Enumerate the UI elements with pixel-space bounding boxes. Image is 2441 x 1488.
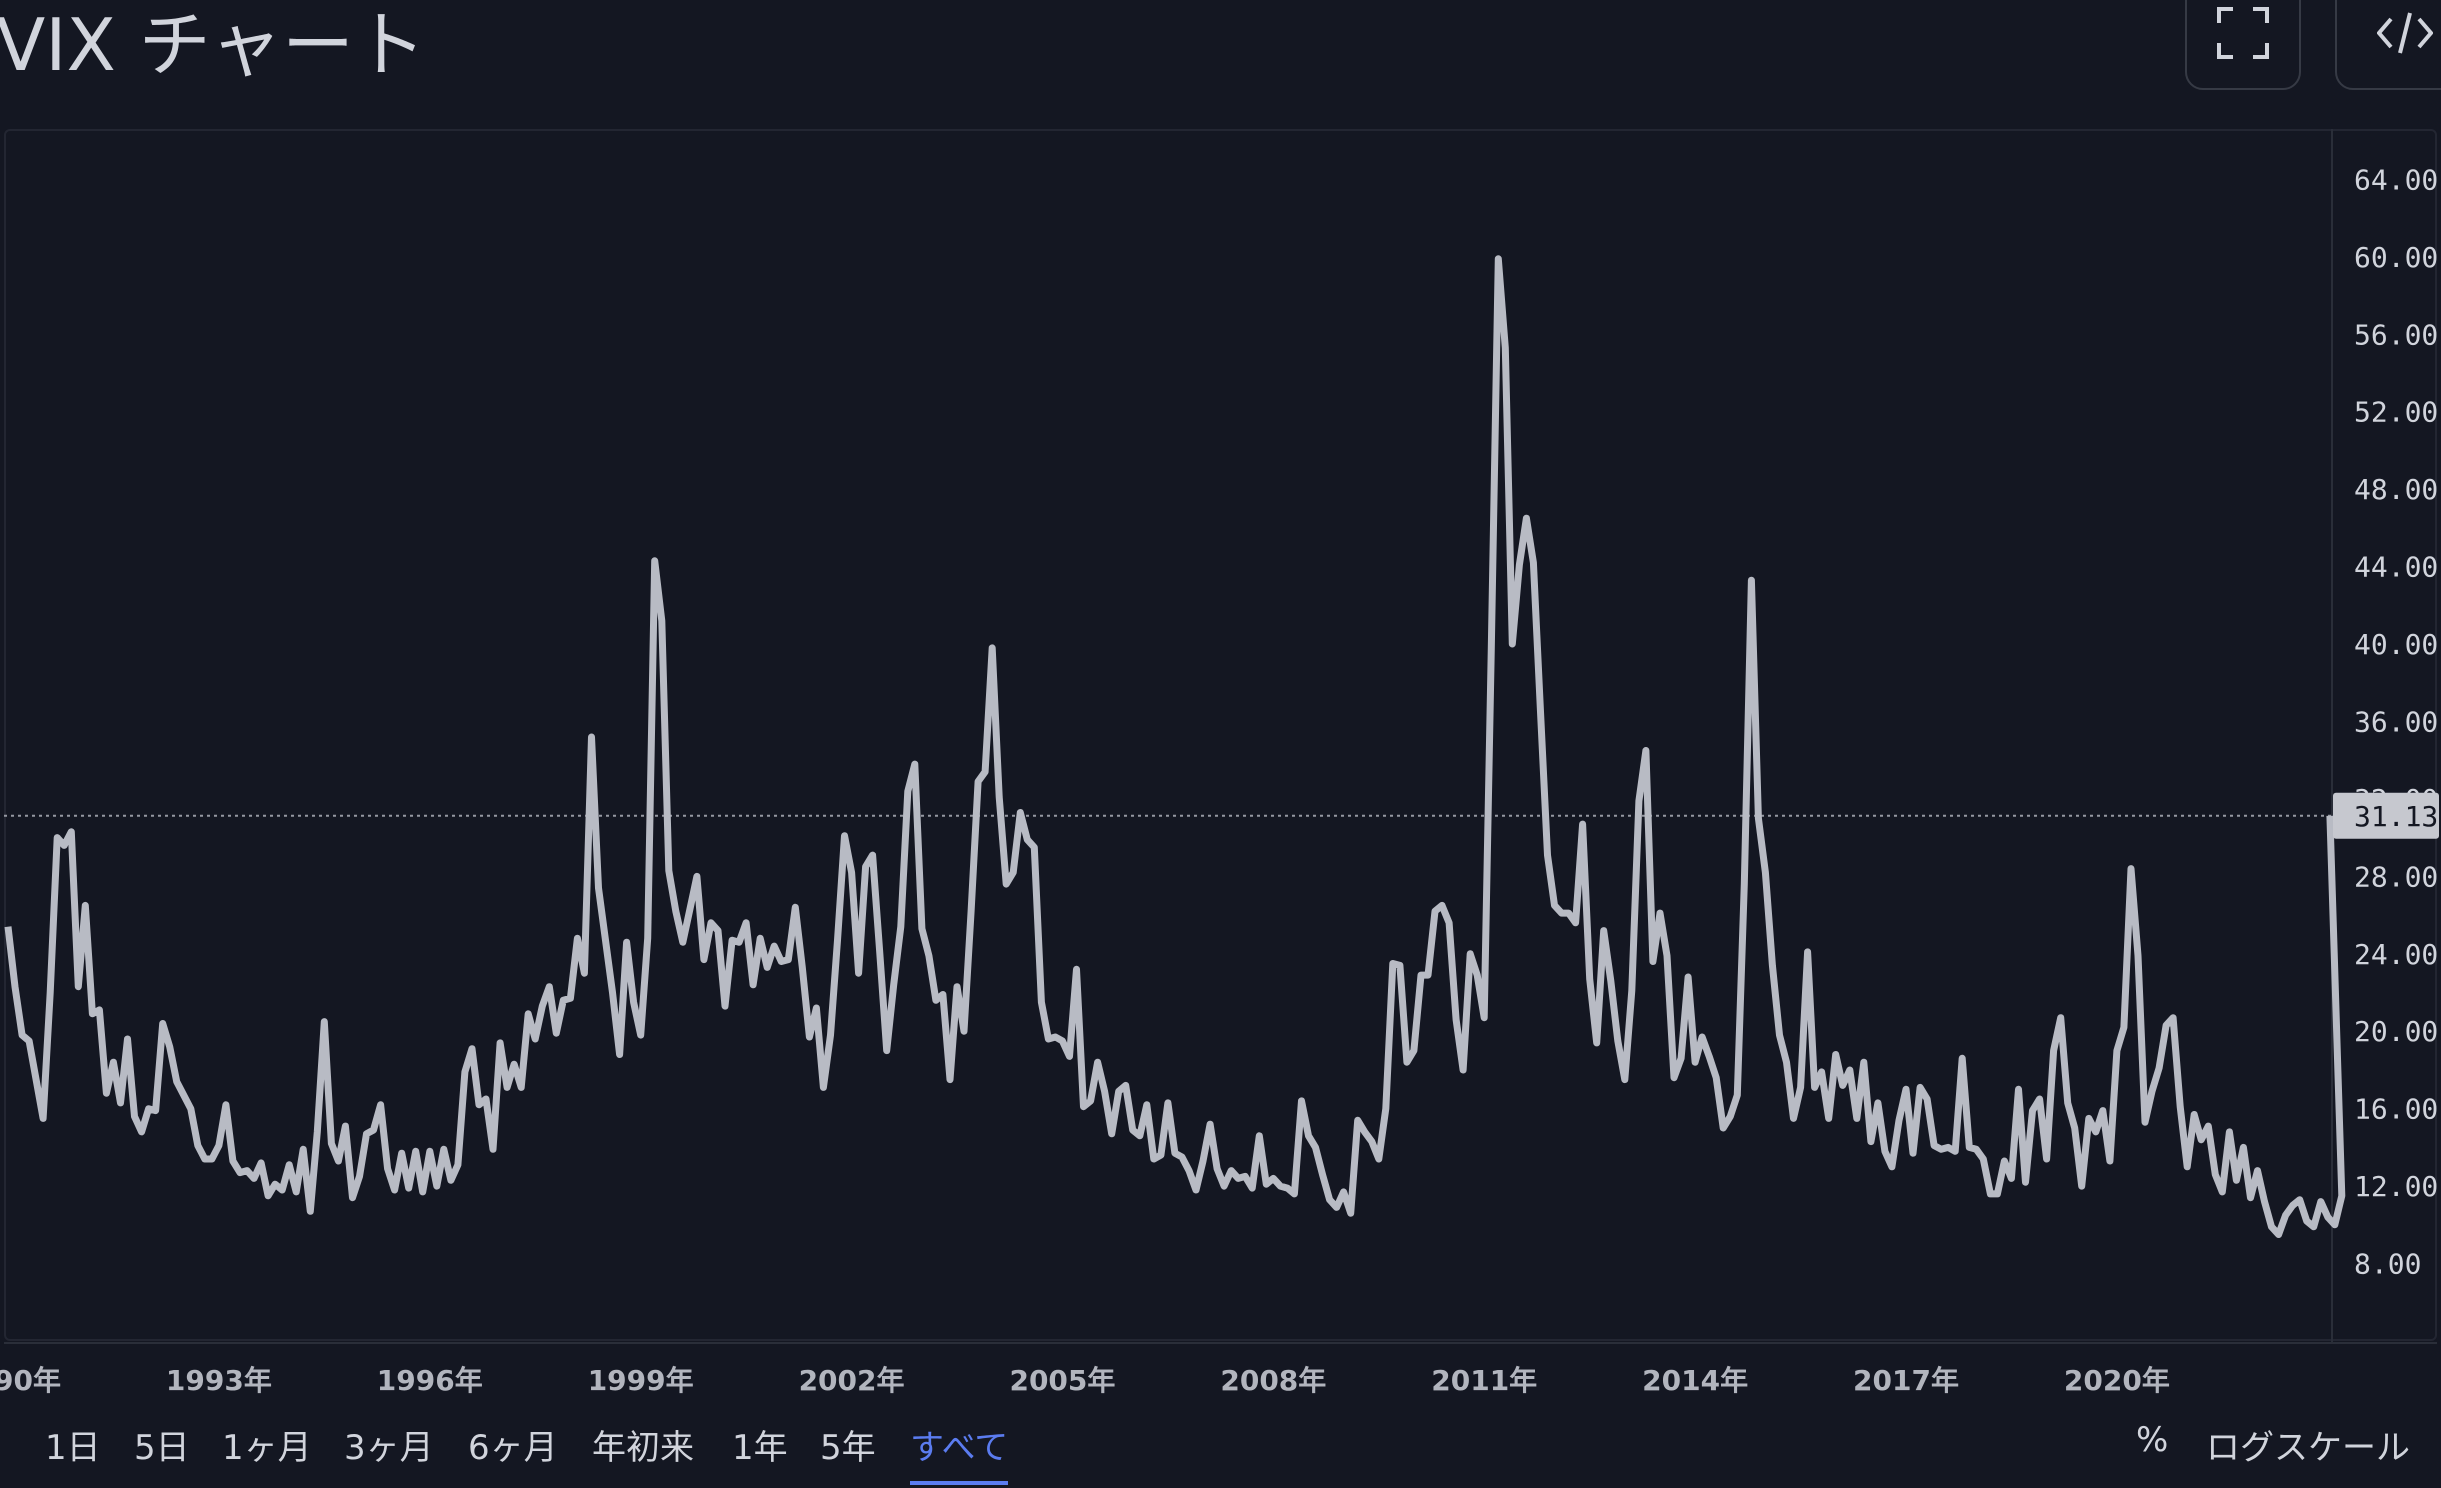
y-tick-label: 64.00 xyxy=(2354,163,2438,196)
last-value-badge xyxy=(2333,792,2439,839)
x-tick-label: 2017年 xyxy=(1853,1364,1959,1397)
range-button[interactable]: 5年 xyxy=(820,1428,876,1468)
y-tick-label: 20.00 xyxy=(2354,1015,2438,1048)
range-button[interactable]: 6ヶ月 xyxy=(468,1428,558,1468)
range-button[interactable]: 1ヶ月 xyxy=(222,1428,312,1468)
y-tick-label: 48.00 xyxy=(2354,473,2438,506)
last-value-label: 31.13 xyxy=(2354,800,2438,833)
range-button[interactable]: 1日 xyxy=(45,1428,101,1468)
x-tick-label: 1990年 xyxy=(0,1364,61,1397)
y-tick-label: 28.00 xyxy=(2354,860,2438,893)
code-embed-icon xyxy=(2377,12,2433,54)
y-tick-label: 52.00 xyxy=(2354,396,2438,429)
x-tick-label: 2011年 xyxy=(1431,1364,1537,1397)
range-button[interactable]: 1年 xyxy=(732,1428,788,1468)
percent-button[interactable]: % xyxy=(2136,1420,2169,1460)
y-tick-label: 56.00 xyxy=(2354,318,2438,351)
range-button[interactable]: 3ヶ月 xyxy=(344,1428,434,1468)
y-tick-label: 44.00 xyxy=(2354,551,2438,584)
y-tick-label: 24.00 xyxy=(2354,938,2438,971)
range-button[interactable]: 5日 xyxy=(134,1428,190,1468)
vix-line-chart[interactable]: 64.00 60.00 56.00 52.00 48.00 44.00 40.00 36.00… xyxy=(0,0,2441,1408)
x-tick-label: 1999年 xyxy=(588,1364,694,1397)
y-tick-label: 36.00 xyxy=(2354,705,2438,738)
fullscreen-button[interactable] xyxy=(2185,0,2301,90)
chart-frame xyxy=(4,129,2437,1341)
x-tick-label: 2014年 xyxy=(1642,1364,1748,1397)
embed-code-button[interactable] xyxy=(2335,0,2441,90)
log-scale-button[interactable]: ログスケール xyxy=(2206,1428,2410,1468)
series-line-vix xyxy=(4,255,2346,1238)
x-tick-label: 1993年 xyxy=(166,1364,272,1397)
x-tick-label: 2002年 xyxy=(799,1364,905,1397)
x-axis: 1990年 1993年 1996年 1999年 2002年 2005年 2008年 2011年… xyxy=(0,1364,2170,1397)
x-tick-label: 2005年 xyxy=(1009,1364,1115,1397)
fullscreen-icon xyxy=(2217,7,2269,59)
y-axis: 64.00 60.00 56.00 52.00 48.00 44.00 40.00 36.00… xyxy=(2354,163,2438,1280)
x-tick-label: 2020年 xyxy=(2064,1364,2170,1397)
y-tick-label: 16.00 xyxy=(2354,1093,2438,1126)
y-tick-label: 40.00 xyxy=(2354,628,2438,661)
y-tick-label: 8.00 xyxy=(2354,1248,2421,1281)
y-tick-label: 12.00 xyxy=(2354,1170,2438,1203)
range-button[interactable]: すべて xyxy=(910,1420,1009,1485)
x-tick-label: 1996年 xyxy=(377,1364,483,1397)
page-title: VIX チャート xyxy=(0,3,426,87)
x-tick-label: 2008年 xyxy=(1220,1364,1326,1397)
range-button[interactable]: 年初来 xyxy=(592,1428,694,1468)
y-tick-label: 60.00 xyxy=(2354,241,2438,274)
